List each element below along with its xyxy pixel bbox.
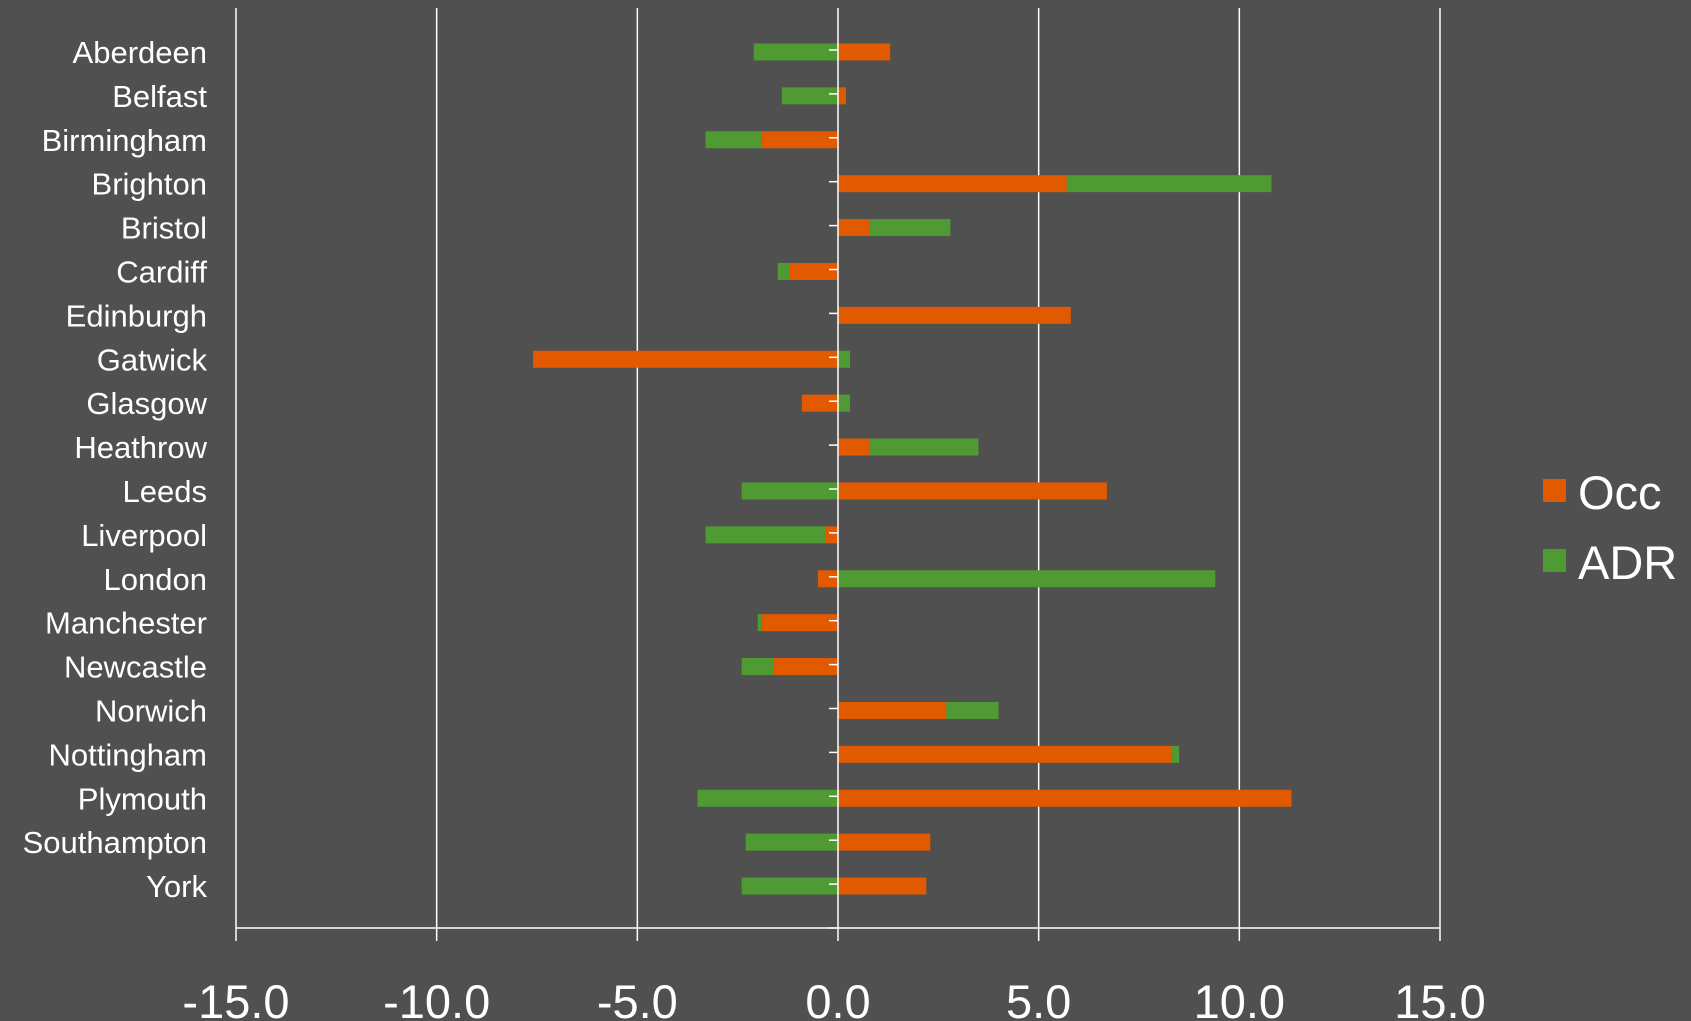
bar-adr-bristol: [870, 219, 951, 237]
bar-adr-brighton: [1066, 175, 1272, 193]
category-label: Belfast: [112, 79, 207, 114]
bar-adr-manchester: [757, 614, 762, 632]
category-label: Aberdeen: [73, 35, 207, 70]
category-label: London: [104, 562, 207, 597]
legend-label-adr: ADR: [1578, 536, 1677, 589]
x-tick-label: -5.0: [597, 975, 678, 1021]
bar-occ-plymouth: [838, 789, 1292, 807]
category-label: Nottingham: [48, 737, 207, 772]
bar-occ-brighton: [838, 175, 1067, 193]
category-label: Edinburgh: [66, 298, 207, 333]
bar-occ-norwich: [838, 701, 947, 719]
category-label: Newcastle: [64, 650, 207, 685]
bar-adr-norwich: [946, 701, 999, 719]
category-label: Bristol: [121, 211, 207, 246]
bar-occ-nottingham: [838, 745, 1172, 763]
category-label: Brighton: [92, 167, 207, 202]
x-tick-label: -15.0: [182, 975, 289, 1021]
category-label: Liverpool: [81, 518, 207, 553]
category-label: Heathrow: [74, 430, 207, 465]
gridlines: [235, 8, 1441, 928]
category-label: Norwich: [95, 693, 207, 728]
bars: [532, 43, 1292, 895]
category-label: York: [146, 869, 207, 904]
bar-occ-birmingham: [761, 131, 838, 149]
bar-adr-plymouth: [697, 789, 838, 807]
bar-adr-birmingham: [705, 131, 762, 149]
bar-occ-edinburgh: [838, 306, 1071, 324]
bar-adr-heathrow: [870, 438, 979, 456]
bar-occ-liverpool: [825, 526, 838, 544]
category-label: Manchester: [45, 606, 207, 641]
bar-adr-newcastle: [741, 658, 774, 676]
bar-occ-newcastle: [773, 658, 838, 676]
x-tick-label: 15.0: [1394, 975, 1485, 1021]
legend-swatch-adr: [1543, 549, 1566, 572]
legend: Occ ADR: [1543, 466, 1677, 589]
bar-occ-leeds: [838, 482, 1107, 500]
bar-adr-york: [741, 877, 838, 895]
bar-adr-gatwick: [838, 350, 851, 368]
category-label: Leeds: [123, 474, 207, 509]
x-tick-label: 10.0: [1194, 975, 1285, 1021]
bar-occ-manchester: [761, 614, 838, 632]
bar-adr-belfast: [781, 87, 838, 105]
bar-occ-bristol: [838, 219, 871, 237]
category-label: Plymouth: [78, 781, 207, 816]
legend-label-occ: Occ: [1578, 466, 1662, 519]
bar-occ-southampton: [838, 833, 931, 851]
bar-adr-southampton: [745, 833, 838, 851]
bar-occ-aberdeen: [838, 43, 891, 61]
category-labels: Aberdeen Belfast Birmingham Brighton Bristol…: [23, 35, 208, 904]
bar-adr-cardiff: [777, 262, 790, 280]
bar-adr-leeds: [741, 482, 838, 500]
axes: [235, 8, 1441, 941]
bar-adr-liverpool: [705, 526, 826, 544]
bar-occ-london: [817, 570, 838, 588]
bar-occ-glasgow: [801, 394, 838, 412]
x-tick-label: 5.0: [1006, 975, 1071, 1021]
x-tick-labels: -15.0 -10.0 -5.0 0.0 5.0 10.0 15.0: [182, 975, 1485, 1021]
legend-swatch-occ: [1543, 479, 1566, 502]
bar-occ-york: [838, 877, 927, 895]
bar-occ-gatwick: [532, 350, 838, 368]
bar-adr-nottingham: [1171, 745, 1180, 763]
bar-adr-glasgow: [838, 394, 851, 412]
category-label: Cardiff: [116, 254, 207, 289]
category-label: Gatwick: [97, 342, 208, 377]
category-label: Southampton: [23, 825, 207, 860]
bar-adr-aberdeen: [753, 43, 838, 61]
category-label: Glasgow: [86, 386, 207, 421]
bar-occ-cardiff: [789, 262, 838, 280]
x-tick-label: -10.0: [383, 975, 490, 1021]
category-label: Birmingham: [42, 123, 207, 158]
x-tick-label: 0.0: [805, 975, 870, 1021]
bar-occ-belfast: [838, 87, 847, 105]
bar-occ-heathrow: [838, 438, 871, 456]
bar-adr-london: [838, 570, 1216, 588]
